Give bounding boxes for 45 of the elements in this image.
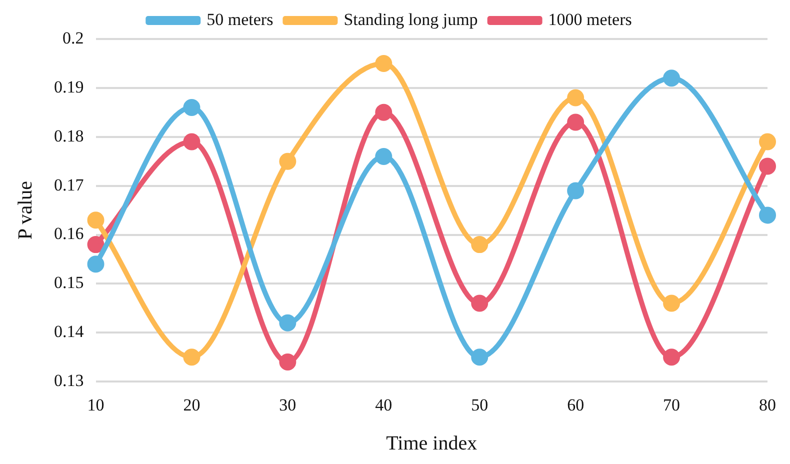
point <box>759 206 776 224</box>
legend-label: 1000 meters <box>548 10 632 29</box>
point <box>183 99 200 116</box>
point <box>87 256 104 273</box>
x-tick-label: 40 <box>375 395 392 414</box>
x-tick-label: 30 <box>279 395 296 414</box>
y-tick-label: 0.13 <box>54 371 84 390</box>
legend-label: 50 meters <box>206 10 274 29</box>
point <box>279 314 296 332</box>
point <box>183 133 200 150</box>
point <box>375 54 392 72</box>
point <box>183 348 200 366</box>
x-axis-title: Time index <box>386 432 478 454</box>
point <box>471 348 488 366</box>
point <box>567 89 584 106</box>
point <box>759 158 776 175</box>
y-tick-label: 0.16 <box>54 224 84 244</box>
y-tick-label: 0.18 <box>54 126 84 146</box>
point <box>663 70 680 87</box>
y-tick-label: 0.17 <box>54 175 84 194</box>
y-tick-label: 0.19 <box>54 77 84 96</box>
x-tick-label: 10 <box>87 395 104 414</box>
point <box>279 152 296 170</box>
y-tick-label: 0.14 <box>54 322 84 342</box>
y-tick-label: 0.15 <box>54 273 84 292</box>
point <box>375 148 392 165</box>
x-tick-label: 20 <box>183 395 200 414</box>
point <box>279 354 296 371</box>
point <box>375 104 392 121</box>
x-tick-label: 70 <box>663 395 680 414</box>
x-tick-label: 80 <box>759 395 776 414</box>
point <box>663 348 680 366</box>
point <box>567 114 584 131</box>
y-axis-title: P value <box>14 180 36 240</box>
x-tick-label: 60 <box>567 395 584 414</box>
point <box>567 182 584 200</box>
point <box>87 212 104 229</box>
point <box>471 236 488 254</box>
y-tick-label: 0.2 <box>62 28 84 48</box>
legend-label: Standing long jump <box>344 10 478 29</box>
point <box>759 133 776 150</box>
point <box>87 236 104 254</box>
point <box>663 294 680 312</box>
point <box>471 294 488 312</box>
x-tick-label: 50 <box>471 395 488 414</box>
